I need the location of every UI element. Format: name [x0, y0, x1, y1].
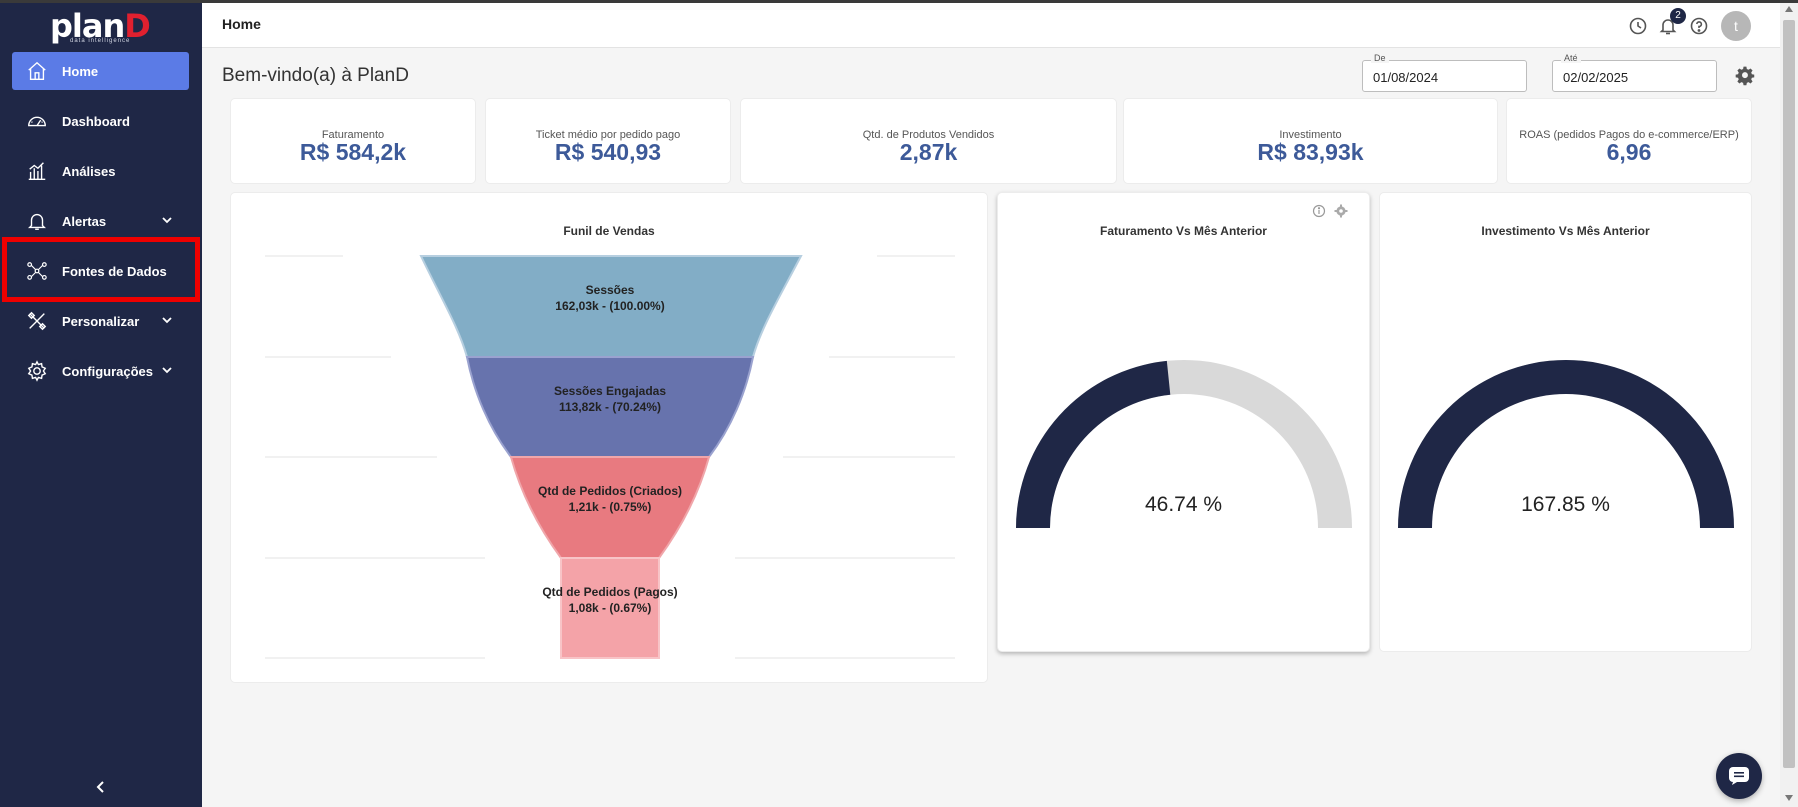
main-content: Home 2 t Bem-vindo(a) à PlanD De 01/08/2…: [202, 3, 1780, 807]
chat-button[interactable]: [1716, 753, 1762, 799]
kpi-title: ROAS (pedidos Pagos do e-commerce/ERP): [1519, 129, 1739, 141]
sidebar-item-label: Análises: [62, 163, 116, 179]
kpi-card-faturamento: Faturamento R$ 584,2k: [230, 98, 476, 184]
window-top-strip: [0, 0, 1798, 3]
funnel-title: Funil de Vendas: [563, 224, 655, 238]
funnel-stage-label: Sessões 162,03k - (100.00%): [460, 282, 760, 314]
chevron-down-icon[interactable]: [161, 214, 173, 226]
gauge-fill: [1398, 359, 1734, 528]
sidebar-item-alertas[interactable]: Alertas: [12, 202, 189, 240]
breadcrumb: Home: [222, 16, 261, 32]
sidebar-item-label: Alertas: [62, 213, 107, 229]
home-icon: [26, 60, 48, 82]
date-to-field[interactable]: Até 02/02/2025: [1552, 53, 1717, 92]
gauge-chart: [1016, 360, 1352, 528]
funnel-stage-label: Qtd de Pedidos (Criados) 1,21k - (0.75%): [460, 483, 760, 515]
kpi-card-produtos-vendidos: Qtd. de Produtos Vendidos 2,87k: [740, 98, 1117, 184]
kpi-card-investimento: Investimento R$ 83,93k: [1123, 98, 1498, 184]
avatar[interactable]: t: [1721, 11, 1751, 41]
date-to-value: 02/02/2025: [1563, 70, 1629, 85]
chat-icon: [1729, 767, 1749, 785]
gauge-fill: [1016, 360, 1171, 528]
scroll-down-arrow[interactable]: [1785, 795, 1793, 801]
funnel-stage-detail: 1,21k - (0.75%): [568, 500, 652, 514]
speedometer-icon: [26, 110, 48, 132]
settings-gear-icon[interactable]: [1734, 65, 1756, 87]
funnel-stage-name: Qtd de Pedidos (Pagos): [542, 585, 678, 599]
funnel-chart: [265, 255, 955, 659]
kpi-card-ticket-medio: Ticket médio por pedido pago R$ 540,93: [485, 98, 731, 184]
gauge-title: Investimento Vs Mês Anterior: [1481, 224, 1650, 238]
funnel-stage-name: Sessões Engajadas: [553, 384, 667, 398]
top-bar: Home 2 t: [202, 3, 1780, 48]
bar-chart-icon: [26, 160, 48, 182]
sidebar-item-home[interactable]: Home: [12, 52, 189, 90]
funnel-stage-name: Sessões: [585, 283, 635, 297]
kpi-title: Ticket médio por pedido pago: [535, 129, 681, 141]
kpi-title: Investimento: [1279, 129, 1342, 141]
network-icon: [26, 260, 48, 282]
sidebar-item-label: Configurações: [62, 363, 154, 379]
funnel-stage-pedidos-pagos: [560, 557, 660, 659]
sidebar-item-fontes-de-dados[interactable]: Fontes de Dados: [12, 252, 189, 290]
logo-wordmark: planD: [50, 7, 151, 45]
kpi-value: R$ 83,93k: [1257, 139, 1364, 165]
sidebar-item-analises[interactable]: Análises: [12, 152, 189, 190]
kpi-value: 2,87k: [899, 139, 958, 165]
kpi-value: R$ 584,2k: [299, 139, 407, 165]
funnel-stage-detail: 162,03k - (100.00%): [555, 299, 665, 313]
gauge-value: 167.85 %: [1521, 493, 1610, 516]
logo-tagline: data intelligence: [70, 38, 131, 44]
page-title: Bem-vindo(a) à PlanD: [222, 65, 409, 86]
chevron-down-icon[interactable]: [161, 314, 173, 326]
chevron-down-icon[interactable]: [161, 364, 173, 376]
funnel-card: Funil de Vendas Sessões 162,03k - (100.0…: [230, 192, 988, 683]
history-icon[interactable]: [1627, 15, 1649, 37]
funnel-stage-label: Sessões Engajadas 113,82k - (70.24%): [460, 383, 760, 415]
help-icon[interactable]: [1688, 15, 1710, 37]
kpi-value: 6,96: [1606, 139, 1652, 165]
sidebar-item-label: Home: [62, 63, 99, 79]
scroll-up-arrow[interactable]: [1785, 6, 1793, 12]
sidebar-item-label: Dashboard: [62, 113, 130, 129]
logo[interactable]: planD data intelligence: [50, 5, 160, 47]
gear-icon[interactable]: [1334, 204, 1348, 218]
date-from-value: 01/08/2024: [1373, 70, 1439, 85]
chevron-left-icon[interactable]: [92, 778, 110, 796]
funnel-stage-detail: 113,82k - (70.24%): [558, 400, 662, 414]
funnel-stage-label: Qtd de Pedidos (Pagos) 1,08k - (0.67%): [460, 584, 760, 616]
kpi-card-roas: ROAS (pedidos Pagos do e-commerce/ERP) 6…: [1506, 98, 1752, 184]
info-icon[interactable]: [1312, 204, 1326, 218]
sidebar-item-label: Personalizar: [62, 313, 140, 329]
gauge-value: 46.74 %: [1144, 493, 1223, 516]
date-from-label: De: [1371, 53, 1389, 63]
sidebar: planD data intelligence Home Dashboard A…: [0, 3, 202, 807]
gauge-chart: [1398, 359, 1734, 528]
gauge-card-investimento: Investimento Vs Mês Anterior 167.85 %: [1379, 192, 1752, 652]
notification-badge: 2: [1670, 8, 1686, 24]
kpi-title: Faturamento: [321, 129, 385, 141]
date-to-label: Até: [1561, 53, 1581, 63]
sidebar-item-configuracoes[interactable]: Configurações: [12, 352, 189, 390]
kpi-title: Qtd. de Produtos Vendidos: [862, 129, 995, 141]
date-from-field[interactable]: De 01/08/2024: [1362, 53, 1527, 92]
gear-icon: [26, 360, 48, 382]
tools-icon: [26, 310, 48, 332]
gauge-title: Faturamento Vs Mês Anterior: [1100, 224, 1267, 238]
highlight-box: [2, 237, 200, 302]
scrollbar-thumb[interactable]: [1783, 20, 1795, 768]
bell-icon: [26, 210, 48, 232]
sidebar-item-personalizar[interactable]: Personalizar: [12, 302, 189, 340]
sidebar-item-label: Fontes de Dados: [62, 263, 167, 279]
funnel-stage-detail: 1,08k - (0.67%): [568, 601, 652, 615]
sidebar-item-dashboard[interactable]: Dashboard: [12, 102, 189, 140]
gauge-card-faturamento: Faturamento Vs Mês Anterior 46.74 %: [997, 192, 1370, 652]
kpi-value: R$ 540,93: [554, 139, 662, 165]
funnel-stage-name: Qtd de Pedidos (Criados): [537, 484, 682, 498]
